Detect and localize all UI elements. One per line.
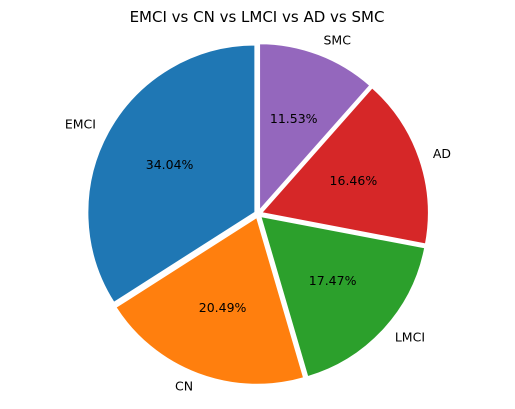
slice-label-lmci: LMCI — [395, 330, 425, 345]
slice-label-emci: EMCI — [65, 117, 96, 132]
chart-title: EMCI vs CN vs LMCI vs AD vs SMC — [130, 8, 385, 26]
pie-slice-lmci — [258, 214, 427, 379]
pie-slice-smc — [258, 42, 372, 214]
slice-label-smc: SMC — [323, 33, 351, 48]
pie-slice-cn — [113, 215, 306, 386]
slice-percent-smc: 11.53% — [270, 111, 318, 126]
slice-percent-lmci: 17.47% — [309, 273, 357, 288]
pie-labels: EMCI 34.04% CN 20.49% LMCI 17.47% AD 16.46% SMC 1… — [65, 33, 451, 394]
slice-percent-cn: 20.49% — [199, 300, 247, 315]
slice-label-ad: AD — [433, 146, 451, 161]
pie-slice-emci — [86, 43, 257, 305]
slice-percent-emci: 34.04% — [146, 157, 194, 172]
slice-label-cn: CN — [175, 379, 193, 394]
pie-slices — [86, 42, 430, 386]
slice-percent-ad: 16.46% — [330, 173, 378, 188]
pie-slice-ad — [258, 85, 430, 246]
